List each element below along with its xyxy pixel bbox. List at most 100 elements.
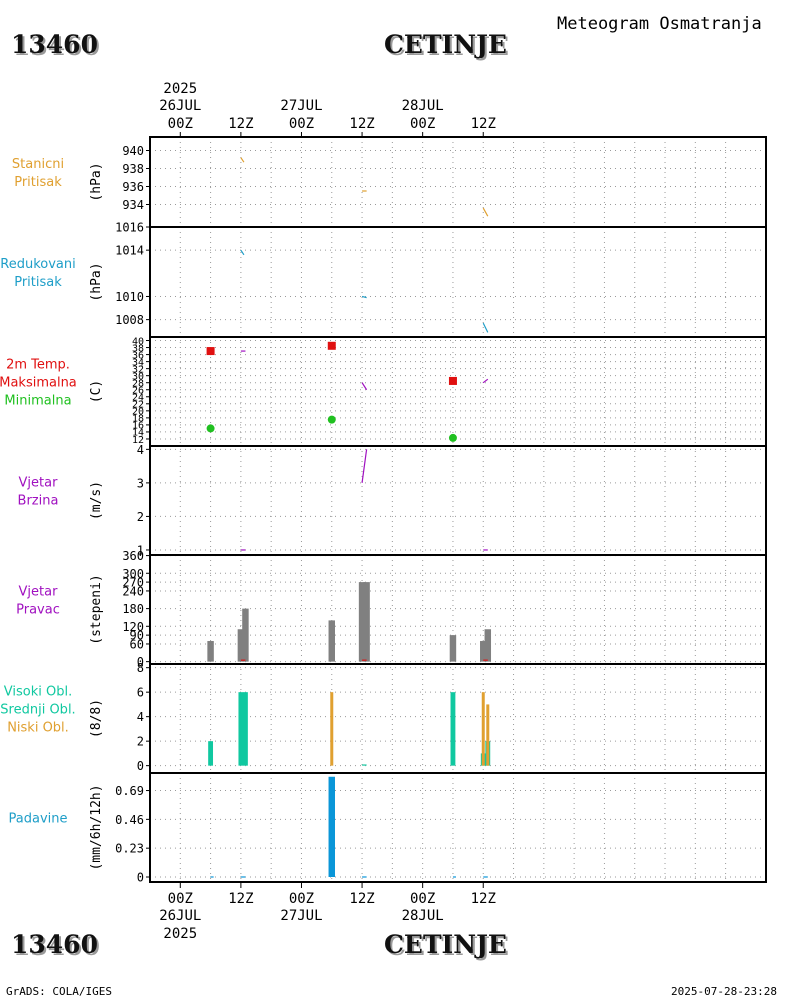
y-tick-label: 32	[132, 364, 144, 375]
panel-frame	[149, 336, 767, 447]
x-tick-label-top: 00Z	[410, 116, 435, 132]
unit-label: (m/s)	[89, 481, 104, 520]
panel-cloud_cover: 8 6 4 2 0 (8/8) Visoki Obl. Srednji Obl. Niski O…	[0, 661, 767, 774]
footer-station-id: 13460	[11, 930, 98, 959]
data-bar	[328, 776, 336, 877]
panel-label: Redukovani	[0, 257, 75, 272]
y-tick-label: 0	[137, 655, 144, 669]
time-axis: 00Z26JUL202500Z26JUL202512Z12Z00Z27JUL00…	[159, 81, 496, 942]
software-credit: GrADS: COLA/IGES	[6, 985, 112, 998]
unit-label: (C)	[89, 380, 104, 403]
trace-segment	[361, 449, 368, 483]
data-bar	[450, 692, 456, 766]
panel-label: Niski Obl.	[7, 721, 69, 736]
panel-frame	[149, 772, 767, 883]
panel-frame	[149, 445, 767, 556]
x-tick-label-top: 12Z	[349, 116, 374, 132]
panel-label: Pritisak	[14, 275, 62, 290]
y-tick-label: 120	[122, 620, 144, 634]
y-tick-label: 270	[122, 576, 144, 590]
y-tick-label: 36	[132, 350, 144, 361]
y-tick-label: 1014	[115, 244, 144, 258]
panel-label: Visoki Obl.	[4, 685, 72, 700]
data-bar	[484, 629, 492, 662]
trace-segment	[240, 157, 245, 163]
data-bar	[449, 635, 457, 662]
panel-label: Stanicni	[12, 157, 64, 172]
tmax-marker	[206, 347, 215, 356]
trace-segment	[482, 207, 489, 217]
data-bar	[481, 692, 485, 766]
x-date-label-bottom: 28JUL	[402, 908, 444, 924]
y-tick-label: 2	[137, 735, 144, 749]
y-tick-label: 60	[130, 638, 144, 652]
y-tick-label: 34	[132, 357, 144, 368]
tmax-marker	[327, 341, 336, 350]
unit-label: (stepeni)	[89, 574, 104, 644]
x-tick-label-bottom: 00Z	[289, 891, 314, 907]
panel-label: Maksimalna	[0, 376, 77, 391]
y-tick-label: 18	[132, 414, 144, 425]
data-bar	[486, 704, 490, 766]
data-bar	[480, 641, 487, 662]
data-bar	[207, 641, 214, 662]
tmax-marker	[448, 376, 457, 385]
panel-frame	[149, 136, 767, 228]
data-bar	[238, 692, 244, 766]
station-name: CETINJE	[384, 30, 507, 59]
y-tick-label: 940	[122, 144, 144, 158]
panel-wind_speed: 4 3 2 1 (m/s) Vjetar Brzina	[18, 443, 767, 558]
y-tick-label: 300	[122, 567, 144, 581]
y-tick-label: 28	[132, 379, 144, 390]
x-tick-label-bottom: 00Z	[410, 891, 435, 907]
y-tick-label: 934	[122, 198, 144, 212]
data-bar	[208, 741, 214, 766]
x-tick-label-bottom: 12Z	[228, 891, 253, 907]
y-tick-label: 20	[132, 407, 144, 418]
y-tick-label: 14	[132, 428, 144, 439]
trace-segment	[361, 382, 368, 391]
tmin-marker	[448, 433, 457, 442]
y-tick-label: 22	[132, 400, 144, 411]
y-tick-label: 4	[137, 443, 144, 457]
y-tick-label: 6	[137, 686, 144, 700]
y-tick-label: 0	[137, 759, 144, 773]
y-tick-label: 1008	[115, 313, 144, 327]
tmin-marker	[206, 424, 215, 433]
data-bar	[358, 582, 366, 662]
y-tick-label: 1	[137, 544, 144, 558]
data-bar	[242, 608, 249, 662]
y-tick-label: 8	[137, 661, 144, 675]
y-tick-label: 180	[122, 602, 144, 616]
x-year-label-bottom: 2025	[163, 926, 197, 942]
x-tick-label-top: 12Z	[471, 116, 496, 132]
panel-precipitation: 0.69 0.46 0.23 0 (mm/6h/12h) Padavine	[9, 772, 767, 885]
x-date-label-top: 28JUL	[402, 98, 444, 114]
x-date-label-top: 27JUL	[280, 98, 322, 114]
x-year-label-top: 2025	[163, 81, 197, 97]
x-tick-label-bottom: 12Z	[471, 891, 496, 907]
generation-timestamp: 2025-07-28-23:28	[671, 985, 777, 998]
panel-label: Pravac	[16, 603, 60, 618]
y-tick-label: 936	[122, 180, 144, 194]
y-tick-label: 4	[137, 710, 144, 724]
footer-station-name: CETINJE	[384, 930, 507, 959]
panel-label: 2m Temp.	[6, 358, 70, 373]
unit-label: (hPa)	[89, 262, 104, 301]
tmin-marker	[327, 415, 336, 424]
y-tick-label: 0.46	[115, 813, 144, 827]
y-tick-label: 240	[122, 585, 144, 599]
x-tick-label-top: 00Z	[289, 116, 314, 132]
panel-label: Minimalna	[4, 394, 71, 409]
unit-label: (8/8)	[89, 699, 104, 738]
x-date-label-top: 26JUL	[159, 98, 201, 114]
x-tick-label-top: 12Z	[228, 116, 253, 132]
panel-label: Padavine	[9, 812, 68, 827]
x-tick-label-bottom: 00Z	[168, 891, 193, 907]
panel-label: Srednji Obl.	[0, 703, 75, 718]
station-id: 13460	[11, 30, 98, 59]
panel-label: Vjetar	[19, 585, 59, 600]
panel-frame	[149, 226, 767, 338]
